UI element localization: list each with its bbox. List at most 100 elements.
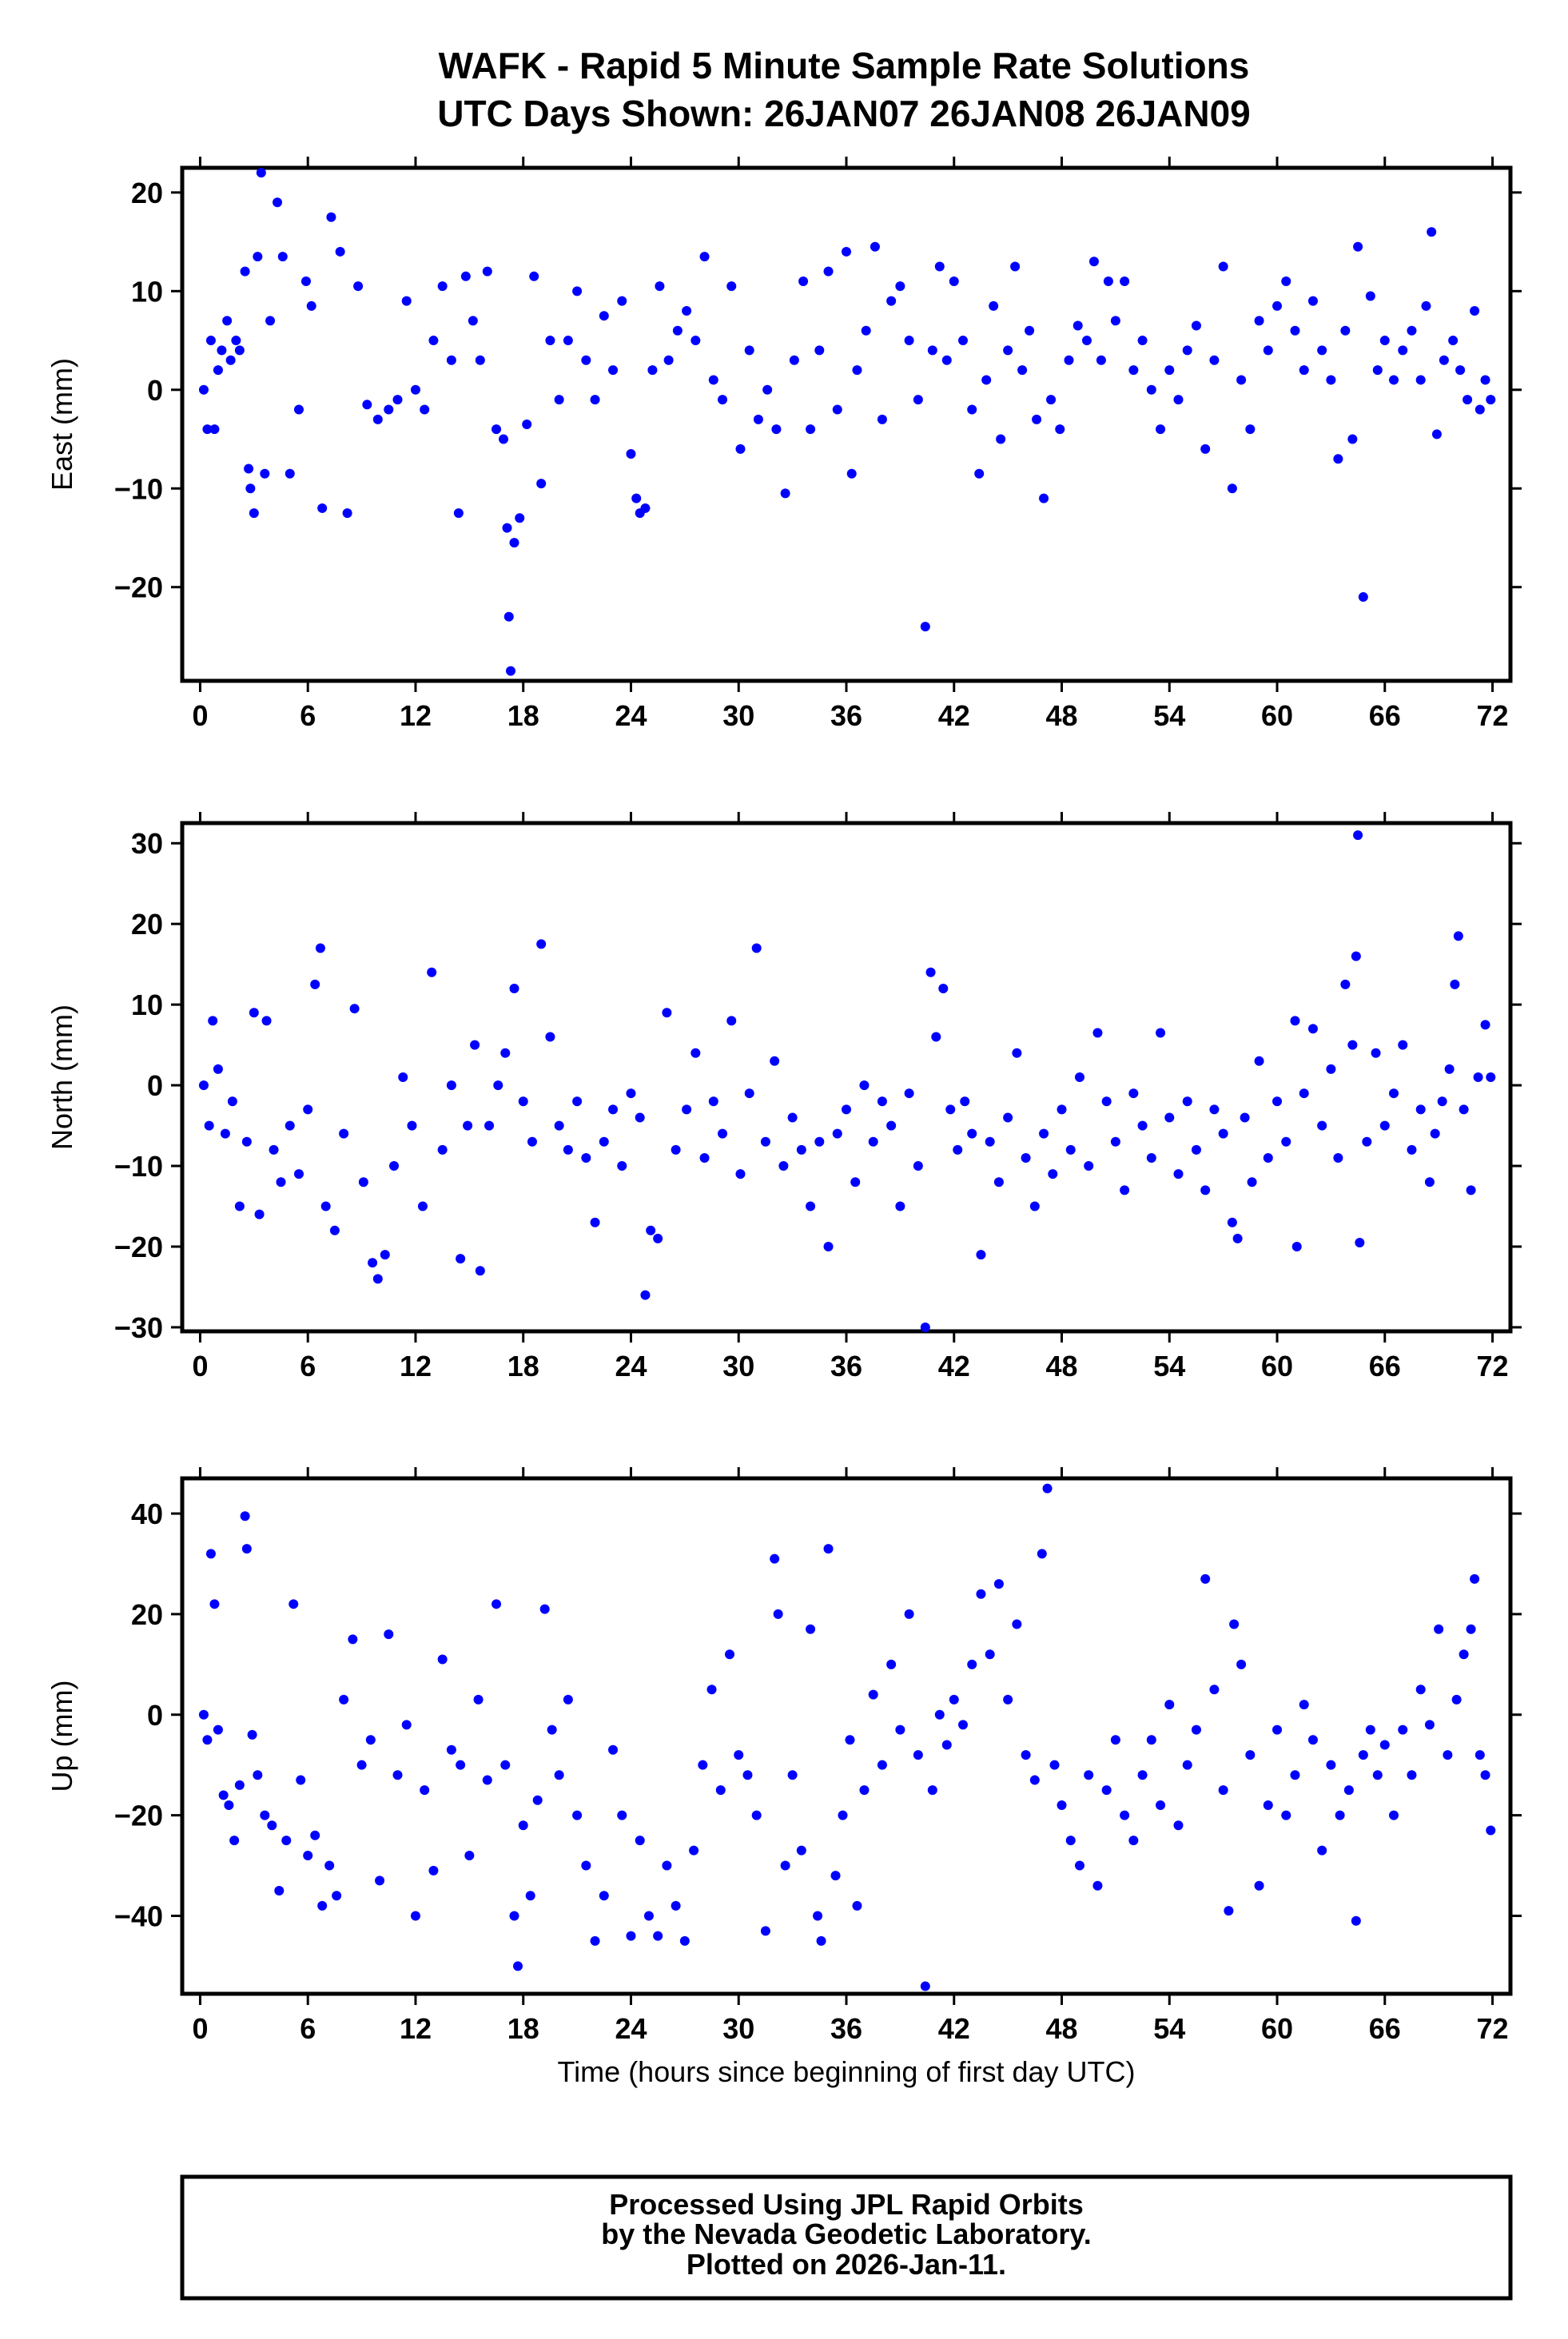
north-data-point (1218, 1128, 1228, 1139)
up-data-point (375, 1876, 385, 1886)
north-data-point (389, 1161, 400, 1171)
north-data-point (1263, 1152, 1273, 1163)
east-data-point (735, 444, 746, 454)
east-x-tick-label: 30 (722, 699, 754, 732)
up-data-point (491, 1599, 502, 1609)
up-data-point (1415, 1685, 1426, 1695)
up-x-tick-label: 54 (1153, 2012, 1185, 2045)
east-data-point (428, 336, 439, 346)
north-data-point (1065, 1144, 1076, 1155)
up-data-point (365, 1735, 376, 1745)
east-data-point (1200, 444, 1211, 454)
north-data-point (1333, 1152, 1343, 1163)
east-data-point (780, 488, 790, 499)
figure-subtitle: UTC Days Shown: 26JAN07 26JAN08 26JAN09 (437, 93, 1251, 134)
north-y-axis-label: North (mm) (46, 1004, 78, 1150)
up-data-point (1191, 1724, 1201, 1735)
north-data-point (269, 1144, 279, 1155)
north-data-point (1444, 1064, 1455, 1074)
north-data-point (1191, 1144, 1201, 1155)
east-data-point (372, 414, 383, 424)
north-data-point (484, 1120, 495, 1131)
east-data-point (913, 395, 923, 405)
north-data-point (1057, 1104, 1067, 1115)
north-x-tick-label: 30 (722, 1350, 754, 1382)
up-data-point (1120, 1810, 1130, 1820)
up-x-tick-label: 66 (1369, 2012, 1401, 2045)
north-data-point (1137, 1120, 1148, 1131)
east-data-point (1448, 336, 1459, 346)
north-data-point (1120, 1185, 1130, 1195)
north-data-point (509, 983, 519, 993)
footer-frame (180, 2174, 1513, 2301)
up-data-point (213, 1724, 223, 1735)
up-data-point (698, 1760, 708, 1770)
up-x-tick-label: 30 (722, 2012, 754, 2045)
up-data-point (1003, 1694, 1013, 1705)
up-data-point (1229, 1619, 1240, 1629)
north-data-point (198, 1080, 209, 1091)
north-data-point (1459, 1104, 1469, 1115)
up-data-point (1389, 1810, 1399, 1820)
east-data-point (647, 365, 658, 376)
east-data-point (1088, 257, 1099, 267)
east-data-point (468, 316, 478, 326)
north-data-point (590, 1217, 600, 1227)
up-data-point (1474, 1750, 1485, 1760)
east-data-point (1164, 365, 1175, 376)
north-data-point (726, 1016, 737, 1026)
up-x-tick-label: 6 (300, 2012, 316, 2045)
east-data-point (1415, 375, 1426, 385)
up-data-point (446, 1744, 456, 1755)
up-data-point (949, 1694, 959, 1705)
north-data-point (1307, 1024, 1318, 1034)
east-x-tick-label: 54 (1153, 699, 1185, 732)
east-data-point (1340, 325, 1351, 336)
north-data-point (1371, 1048, 1381, 1058)
north-data-point (1389, 1088, 1399, 1099)
north-data-point (787, 1112, 798, 1123)
east-data-point (1073, 320, 1083, 331)
up-data-point (823, 1544, 834, 1554)
north-data-point (1084, 1161, 1094, 1171)
north-data-point (1407, 1144, 1417, 1155)
north-y-tick-label: 30 (131, 827, 163, 860)
north-data-point (1209, 1104, 1220, 1115)
north-data-point (417, 1201, 428, 1211)
east-data-point (1389, 375, 1399, 385)
east-data-point (1245, 424, 1256, 435)
up-data-point (202, 1735, 213, 1745)
east-data-point (1470, 306, 1480, 316)
north-data-point (1450, 979, 1460, 989)
up-data-point (229, 1836, 240, 1846)
east-data-point (222, 316, 233, 326)
up-x-tick-label: 24 (615, 2012, 647, 2045)
north-data-point (976, 1250, 986, 1260)
north-data-point (1240, 1112, 1250, 1123)
east-data-point (927, 345, 937, 356)
up-data-point (554, 1770, 564, 1780)
north-data-point (868, 1136, 878, 1147)
up-data-point (868, 1689, 878, 1700)
east-data-point (631, 493, 642, 503)
up-data-point (332, 1891, 342, 1901)
up-data-point (1137, 1770, 1148, 1780)
north-data-point (770, 1056, 780, 1066)
east-data-point (420, 404, 430, 415)
up-data-point (859, 1785, 870, 1796)
up-data-point (1434, 1624, 1444, 1634)
up-x-tick-label: 12 (400, 2012, 432, 2045)
up-data-point (1263, 1800, 1273, 1811)
north-y-tick-label: −20 (114, 1231, 163, 1263)
up-data-point (734, 1750, 744, 1760)
up-data-point (473, 1694, 484, 1705)
north-data-point (380, 1250, 390, 1260)
up-data-point (1029, 1775, 1040, 1785)
up-data-point (205, 1549, 216, 1559)
north-data-point (208, 1016, 218, 1026)
up-x-axis-label: Time (hours since beginning of first day… (558, 2055, 1136, 2088)
east-data-point (1039, 493, 1049, 503)
up-data-point (715, 1785, 726, 1796)
north-data-point (339, 1128, 349, 1139)
